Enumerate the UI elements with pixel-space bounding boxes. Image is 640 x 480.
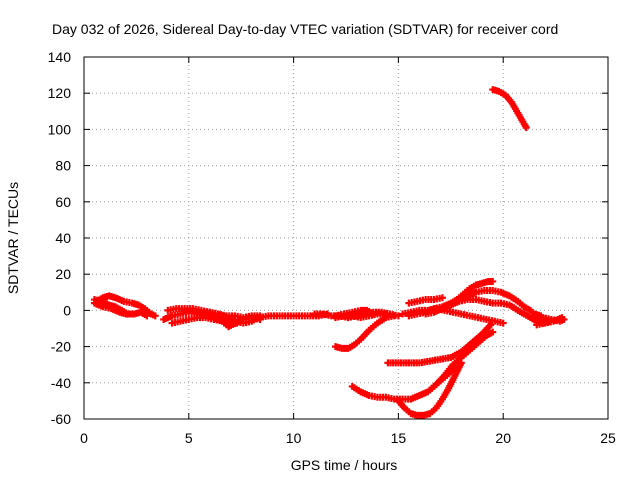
series-arc-s <box>533 314 566 329</box>
y-tick-label: 140 <box>48 49 72 65</box>
data-point <box>457 359 465 367</box>
y-tick-label: 40 <box>55 230 71 246</box>
axis-ticks: 0 5 10 15 20 25 -60 -40 -20 0 20 40 60 80 100 120 140 <box>48 49 616 446</box>
x-axis-title: GPS time / hours <box>291 457 398 473</box>
x-tick-label: 5 <box>185 430 193 446</box>
data-point <box>122 310 130 318</box>
series-arc-x <box>489 86 530 132</box>
y-tick-label: 60 <box>55 194 71 210</box>
series-arc-p <box>399 305 507 327</box>
series-arc-w <box>426 363 459 394</box>
x-tick-label: 25 <box>600 430 616 446</box>
data-point <box>487 321 495 329</box>
data-point <box>558 314 566 322</box>
y-tick-label: -20 <box>51 339 71 355</box>
series-arc-b <box>93 292 159 320</box>
x-tick-label: 15 <box>391 430 407 446</box>
series-arc-q <box>405 294 446 307</box>
plot-frame <box>83 56 609 420</box>
y-axis-title: SDTVAR / TECUs <box>5 182 21 294</box>
data-point <box>489 277 497 285</box>
data-point <box>489 328 497 336</box>
x-tick-label: 20 <box>495 430 511 446</box>
x-tick-label: 0 <box>80 430 88 446</box>
series-arc-l <box>332 312 398 352</box>
y-tick-label: 100 <box>48 121 72 137</box>
y-tick-label: 120 <box>48 85 72 101</box>
chart-title: Day 032 of 2026, Sidereal Day-to-day VTE… <box>52 21 558 37</box>
y-tick-label: -40 <box>51 375 71 391</box>
x-tick-label: 10 <box>286 430 302 446</box>
y-tick-label: -60 <box>51 411 71 427</box>
data-point <box>499 319 507 327</box>
series-arc-v <box>394 359 465 419</box>
series-arc-c <box>90 299 130 318</box>
data-point <box>438 294 446 302</box>
grid <box>84 57 608 419</box>
y-tick-label: 20 <box>55 266 71 282</box>
data-point <box>522 124 530 132</box>
data-point <box>451 363 459 371</box>
y-tick-label: 80 <box>55 158 71 174</box>
y-tick-label: 0 <box>63 302 71 318</box>
data-point <box>151 312 159 320</box>
data-points <box>90 86 568 419</box>
data-point <box>390 312 398 320</box>
